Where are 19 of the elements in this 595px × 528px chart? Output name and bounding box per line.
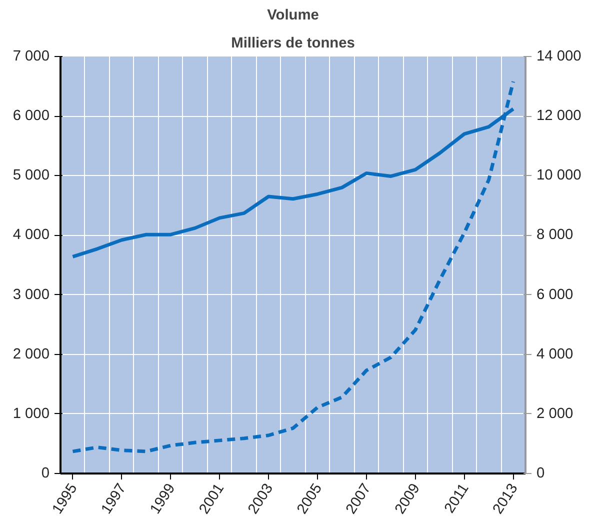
y2-tick-label: 8 000 <box>536 227 574 244</box>
y2-tick-label: 0 <box>536 466 545 482</box>
y2-tick-label: 10 000 <box>536 168 582 184</box>
y-tick-label: 2 000 <box>12 346 50 362</box>
y-tick-label: 3 000 <box>12 286 50 303</box>
y-tick-label: 6 000 <box>12 108 50 124</box>
chart-title: Volume <box>267 8 319 24</box>
y-tick-label: 7 000 <box>12 48 50 64</box>
y-tick-label: 4 000 <box>12 227 50 244</box>
chart-subtitle: Milliers de tonnes <box>231 36 355 52</box>
y-tick-label: 0 <box>41 466 50 482</box>
y2-tick-label: 12 000 <box>536 108 582 124</box>
line-series <box>70 80 516 454</box>
y-tick-label: 5 000 <box>12 168 50 184</box>
y2-tick-label: 4 000 <box>536 346 574 362</box>
y2-tick-label: 14 000 <box>536 48 582 64</box>
y-tick-label: 1 000 <box>12 406 50 422</box>
y2-tick-label: 6 000 <box>536 286 574 303</box>
y2-tick-label: 2 000 <box>536 406 574 422</box>
